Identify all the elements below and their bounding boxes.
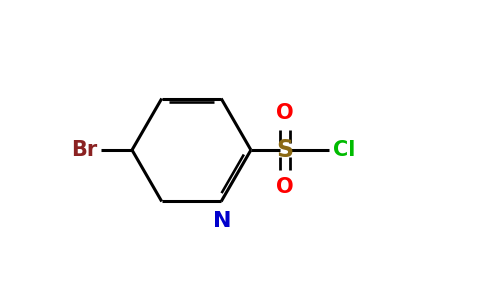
Text: N: N — [213, 211, 232, 231]
Text: O: O — [276, 177, 294, 197]
Text: S: S — [276, 138, 294, 162]
Text: Br: Br — [72, 140, 98, 160]
Text: O: O — [276, 103, 294, 123]
Text: Cl: Cl — [333, 140, 355, 160]
